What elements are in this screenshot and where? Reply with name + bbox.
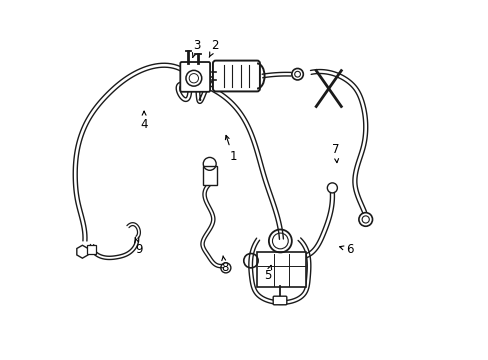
Text: 1: 1 <box>225 135 236 163</box>
FancyBboxPatch shape <box>273 296 286 305</box>
Text: 6: 6 <box>339 243 353 256</box>
FancyBboxPatch shape <box>212 60 260 91</box>
FancyBboxPatch shape <box>203 166 217 185</box>
Text: 2: 2 <box>209 39 219 57</box>
Text: 4: 4 <box>140 111 147 131</box>
FancyBboxPatch shape <box>180 62 210 92</box>
Text: 8: 8 <box>221 256 228 274</box>
Text: 7: 7 <box>331 143 339 163</box>
Text: 3: 3 <box>192 39 201 58</box>
FancyBboxPatch shape <box>257 252 305 287</box>
Text: 9: 9 <box>134 238 142 256</box>
FancyBboxPatch shape <box>86 245 96 254</box>
Text: 5: 5 <box>264 265 271 282</box>
